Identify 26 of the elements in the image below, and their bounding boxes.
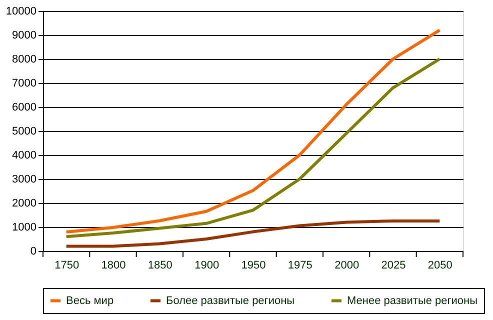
y-tick-label: 3000 xyxy=(12,174,36,186)
y-tick-label: 10000 xyxy=(6,6,36,18)
x-tick-label: 1750 xyxy=(54,260,80,272)
x-tick-label: 2050 xyxy=(428,260,452,272)
y-tick-label: 7000 xyxy=(12,78,36,90)
x-tick-label: 1850 xyxy=(148,260,172,272)
line-series xyxy=(64,58,442,238)
y-tick-label: 5000 xyxy=(12,126,36,138)
legend-label: Более развитые регионы xyxy=(166,294,295,307)
x-tick-label: 2000 xyxy=(334,260,360,272)
legend-label: Менее развитые регионы xyxy=(347,294,478,307)
y-tick-label: 6000 xyxy=(12,102,36,114)
x-tick-label: 2025 xyxy=(381,260,406,272)
x-tick-label: 1900 xyxy=(194,260,220,272)
y-tick-label: 1000 xyxy=(12,222,36,234)
y-tick-label: 8000 xyxy=(12,54,36,66)
y-tick-label: 2000 xyxy=(12,198,36,210)
x-tick-label: 1950 xyxy=(241,260,266,272)
x-tick-label: 1975 xyxy=(288,260,312,272)
y-tick-label: 9000 xyxy=(12,30,36,42)
line-series xyxy=(64,28,442,234)
line-series xyxy=(64,220,442,248)
x-tick-label: 1800 xyxy=(101,260,126,272)
y-tick-label: 4000 xyxy=(12,150,36,162)
legend-label: Весь мир xyxy=(66,294,114,307)
y-tick-label: 0 xyxy=(30,246,36,258)
